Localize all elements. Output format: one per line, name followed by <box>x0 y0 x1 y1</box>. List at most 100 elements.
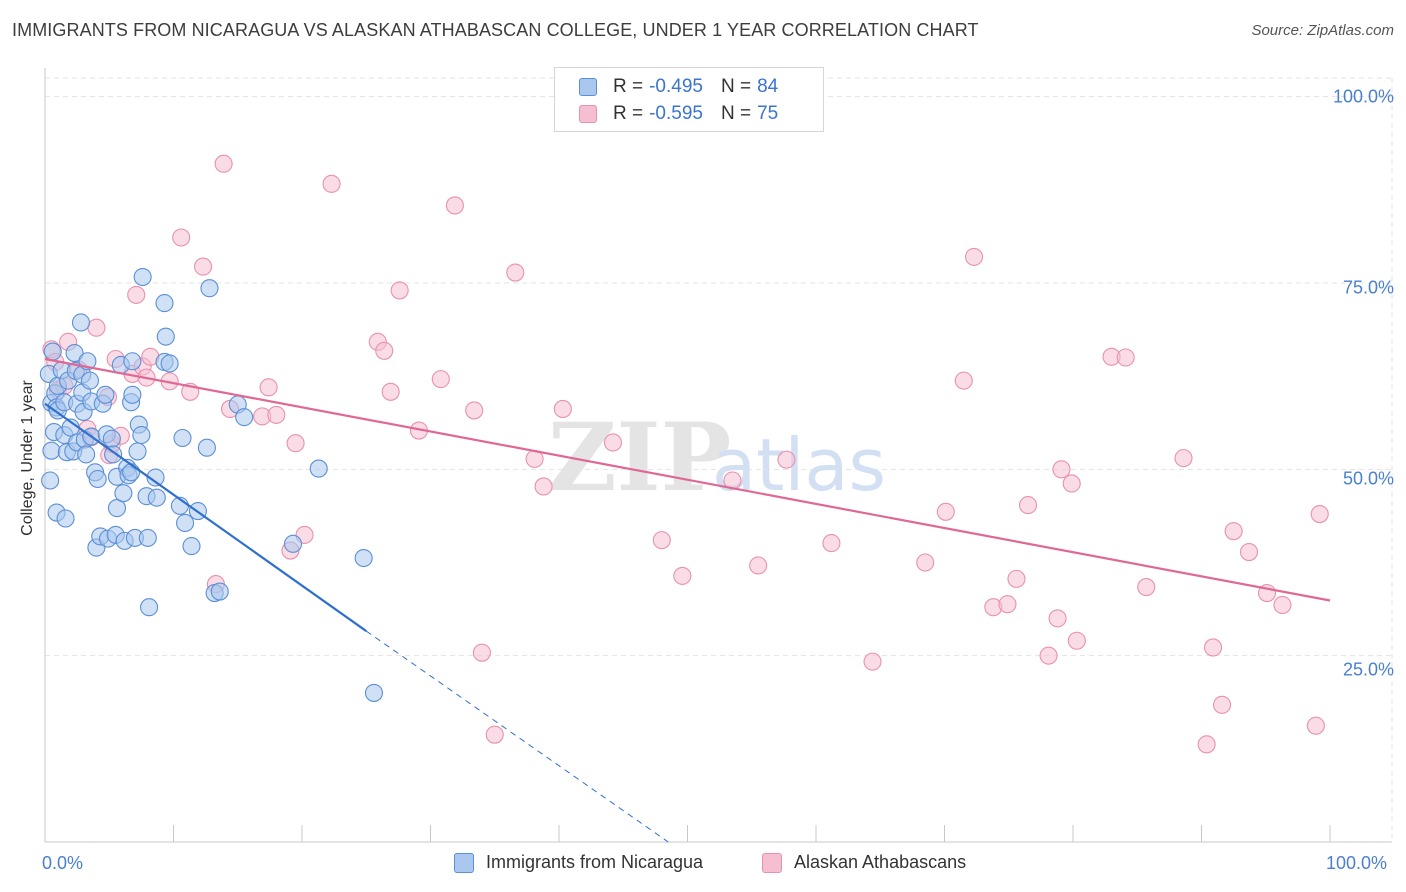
data-point <box>43 342 62 361</box>
data-point <box>1052 460 1071 479</box>
data-point <box>102 429 121 448</box>
legend-r-value: -0.495 <box>649 76 703 97</box>
data-point <box>1306 716 1325 735</box>
data-point <box>42 441 61 460</box>
data-point <box>87 318 106 337</box>
legend-n-label: N = <box>720 103 752 124</box>
data-point <box>80 371 100 390</box>
data-point <box>965 247 984 266</box>
data-point <box>1062 474 1081 493</box>
legend-row-athabascan: R = -0.595 N = 75 <box>579 101 778 127</box>
legend-row-nicaragua: R = -0.495 N = 84 <box>579 74 778 100</box>
data-point <box>1007 569 1026 588</box>
legend-n-value: 84 <box>757 76 779 97</box>
legend-r-label: R = <box>613 76 644 97</box>
legend-n-value: 75 <box>757 103 779 124</box>
data-point <box>1067 631 1086 650</box>
data-point <box>77 445 96 464</box>
watermark-atlas: atlas <box>712 423 886 507</box>
data-point <box>140 598 159 617</box>
x-tick-label-max: 100.0% <box>1326 853 1388 873</box>
data-point <box>127 285 146 304</box>
data-point <box>485 725 504 744</box>
data-point <box>197 438 216 457</box>
data-point <box>200 279 219 298</box>
gridlines <box>45 77 1393 842</box>
data-point <box>603 433 623 452</box>
bottom-legend-label: Alaskan Athabascans <box>794 852 967 872</box>
data-point <box>156 327 175 346</box>
series-immigrants-from-nicaragua <box>39 267 384 702</box>
data-point <box>1239 543 1259 562</box>
data-point <box>936 502 955 521</box>
legend-swatch-pink <box>579 105 597 123</box>
source-credit: Source: ZipAtlas.com <box>1251 22 1394 39</box>
series-alaskan-athabascans <box>42 154 1329 754</box>
data-point <box>673 566 692 585</box>
data-point <box>822 534 841 553</box>
data-point <box>1174 449 1193 468</box>
data-point <box>107 499 127 518</box>
x-tick-label-min: 0.0% <box>42 853 84 873</box>
data-point <box>998 595 1017 614</box>
data-point <box>309 459 328 478</box>
data-point <box>41 471 60 490</box>
data-point <box>1039 646 1058 665</box>
data-point <box>155 294 174 313</box>
data-point <box>381 382 400 401</box>
trend-line-nicaragua-extension <box>365 630 669 843</box>
data-point <box>431 370 450 389</box>
data-point <box>916 553 935 572</box>
data-point <box>283 534 303 553</box>
correlation-legend: R = -0.495 N = 84 R = -0.595 N = 75 <box>554 67 824 132</box>
data-point <box>132 425 151 445</box>
legend-swatch-blue <box>579 78 597 96</box>
data-point <box>1213 695 1232 714</box>
data-point <box>1224 522 1243 541</box>
data-point <box>123 385 142 404</box>
data-point <box>390 281 409 300</box>
data-point <box>173 428 192 448</box>
data-point <box>65 343 84 363</box>
data-point <box>445 196 464 215</box>
data-point <box>160 354 179 373</box>
data-point <box>176 513 195 533</box>
data-point <box>354 548 373 568</box>
data-point <box>114 484 133 503</box>
data-point <box>1197 735 1216 754</box>
y-axis-label: College, Under 1 year <box>19 380 36 536</box>
bottom-legend-athabascan[interactable]: Alaskan Athabascans <box>762 852 966 873</box>
chart-title: IMMIGRANTS FROM NICARAGUA VS ALASKAN ATH… <box>12 20 979 40</box>
data-point <box>56 509 75 528</box>
y-tick-label: 75.0% <box>1342 277 1394 298</box>
data-point <box>182 537 201 556</box>
data-point <box>652 531 671 550</box>
trend-line-nicaragua <box>44 402 367 632</box>
bottom-legend-nicaragua[interactable]: Immigrants from Nicaragua <box>454 852 703 873</box>
trend-line-athabascan <box>44 357 1331 602</box>
data-point <box>1116 348 1135 367</box>
data-point <box>286 434 305 453</box>
data-point <box>506 263 525 282</box>
data-point <box>553 399 572 418</box>
bottom-legend-swatch-pink <box>762 852 782 873</box>
data-point <box>259 378 278 397</box>
trend-lines <box>44 357 1331 843</box>
bottom-legend-label: Immigrants from Nicaragua <box>486 852 704 872</box>
watermark: ZIP atlas <box>548 403 886 513</box>
data-point <box>210 582 229 601</box>
y-tick-label: 25.0% <box>1342 659 1394 680</box>
data-point <box>364 683 384 702</box>
data-point <box>235 408 254 427</box>
data-point <box>749 556 768 575</box>
axes <box>44 68 1392 843</box>
data-point <box>465 401 484 420</box>
data-point <box>214 154 233 173</box>
y-tick-label: 100.0% <box>1332 86 1394 107</box>
data-point <box>777 450 796 469</box>
data-point <box>267 405 286 424</box>
data-point <box>863 652 882 671</box>
data-point <box>172 228 191 247</box>
data-point <box>122 463 141 482</box>
